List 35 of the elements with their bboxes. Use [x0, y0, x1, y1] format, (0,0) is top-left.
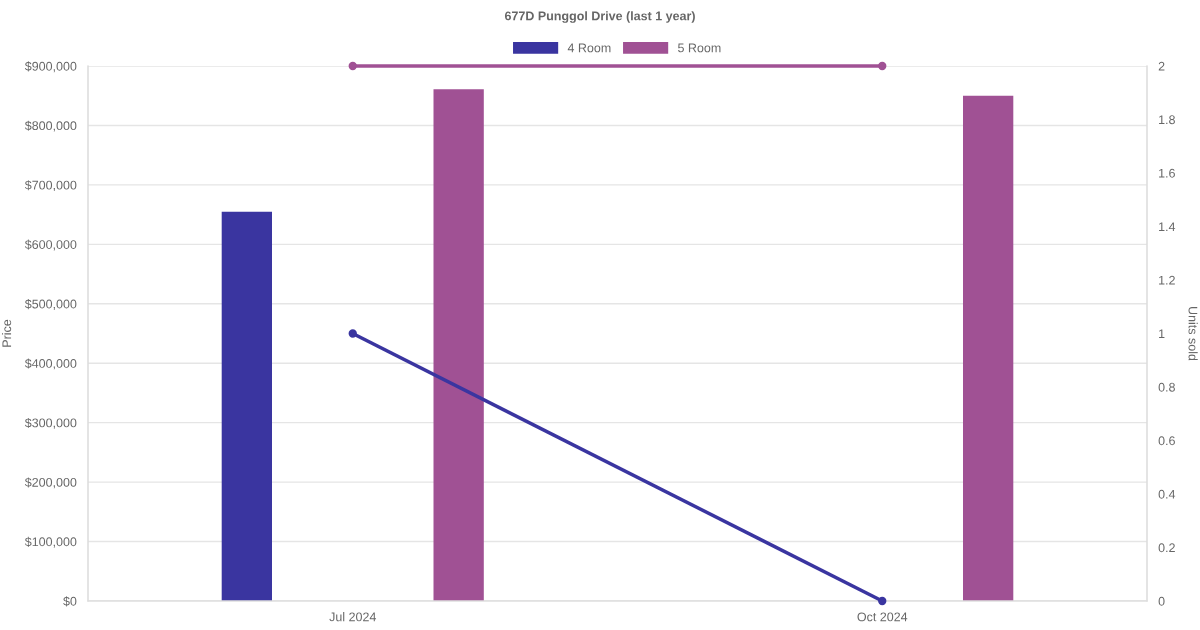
point	[878, 61, 887, 71]
y-axis-title: Price	[1, 319, 12, 347]
point	[348, 329, 357, 338]
y2-tick-label: 1	[1159, 329, 1165, 339]
point	[878, 596, 887, 606]
y2-tick-label: 1.4	[1159, 222, 1176, 232]
y-tick-label: $500,000	[24, 299, 77, 310]
x-tick-label: Jul 2024	[329, 612, 377, 622]
y2-tick-label: 0.6	[1158, 436, 1175, 446]
y-tick-label: $0	[63, 596, 77, 607]
y2-tick-label: 0.2	[1158, 543, 1175, 553]
bar	[433, 89, 484, 601]
y-tick-label: $900,000	[24, 61, 77, 73]
y2-tick-label: 0.4	[1158, 489, 1176, 499]
y-tick-label: $800,000	[24, 120, 77, 132]
y2-tick-label: 1.8	[1159, 115, 1175, 125]
y2-axis-title: Units sold	[1188, 307, 1198, 361]
y2-tick-label: 1.2	[1159, 275, 1175, 285]
bar	[221, 211, 272, 601]
y-tick-label: $700,000	[24, 180, 77, 192]
point	[348, 61, 357, 71]
y2-tick-label: 1.6	[1159, 168, 1175, 178]
y-tick-label: $300,000	[24, 417, 77, 429]
y-tick-label: $600,000	[24, 239, 77, 251]
y2-tick-label: 2	[1158, 61, 1165, 71]
legend-label: 5 Room	[678, 43, 721, 53]
bar	[963, 95, 1014, 601]
y-tick-label: $400,000	[24, 358, 77, 370]
y2-tick-label: 0.8	[1158, 382, 1175, 392]
legend-label: 4 Room	[567, 43, 611, 53]
y2-tick-label: 0	[1158, 596, 1165, 606]
y-tick-label: $100,000	[24, 536, 77, 548]
chart-title: 677D Punggol Drive (last 1 year)	[504, 11, 695, 23]
x-tick-label: Oct 2024	[857, 612, 908, 622]
y-tick-label: $200,000	[24, 477, 77, 489]
